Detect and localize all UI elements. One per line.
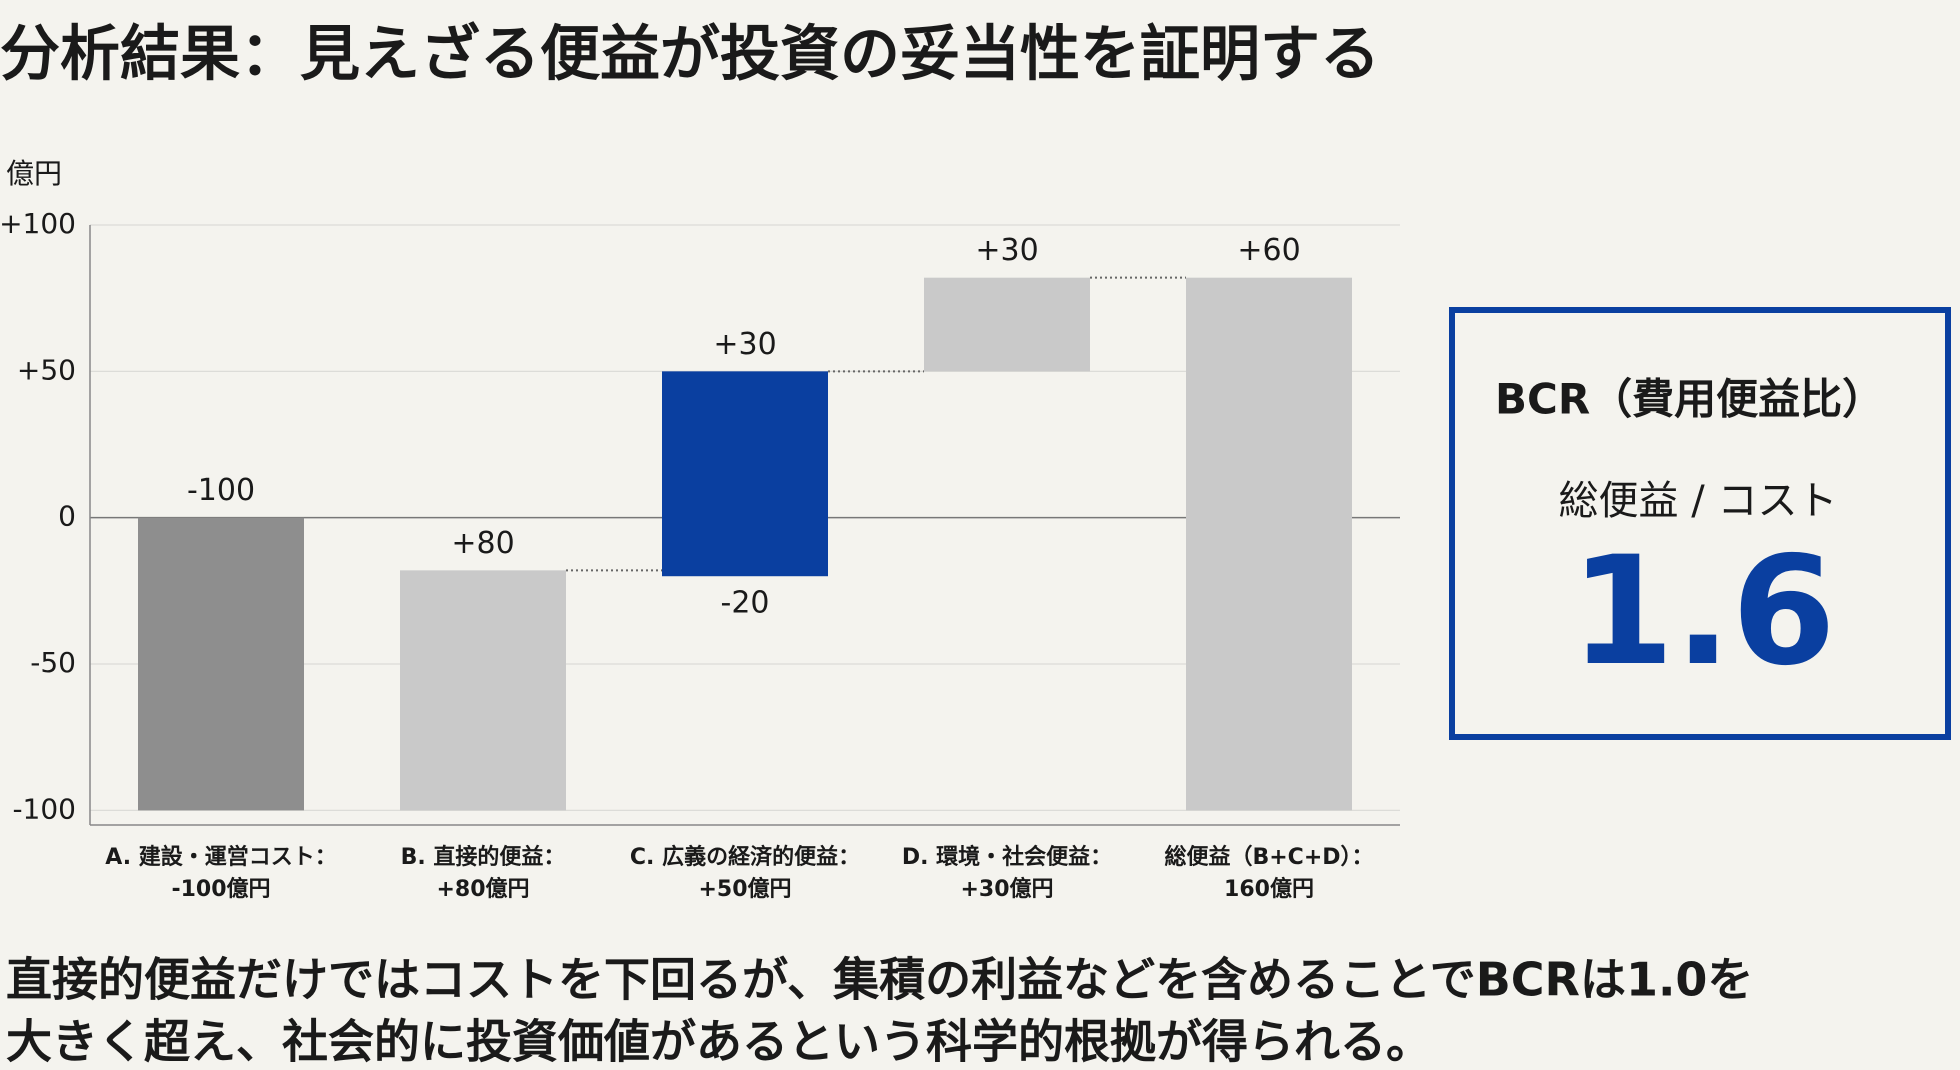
bcr-formula: 総便益 / コスト [1559, 478, 1838, 524]
x-tick-label: C. 広義の経済的便益： [630, 844, 860, 870]
bar-label: +30 [713, 327, 776, 362]
bar-label: -100 [187, 473, 255, 508]
x-tick-label: D. 環境・社会便益： [902, 844, 1112, 870]
y-axis-label: 億円 [6, 157, 62, 190]
bar-label: +30 [975, 233, 1038, 268]
bar [138, 517, 304, 811]
page-title: 分析結果：見えざる便益が投資の妥当性を証明する [0, 20, 1380, 90]
bar [924, 277, 1090, 372]
bar-label: +60 [1237, 233, 1300, 268]
y-tick-label: +100 [0, 207, 76, 240]
x-tick-label: +50億円 [698, 876, 791, 902]
x-tick-label: 総便益（B+C+D）： [1164, 844, 1373, 870]
x-tick-label: +30億円 [960, 876, 1053, 902]
x-tick-label: A. 建設・運営コスト： [105, 844, 336, 870]
bcr-box [1449, 307, 1951, 740]
bar [662, 371, 828, 577]
x-tick-label: -100億円 [171, 876, 270, 902]
summary-line: 大きく超え、社会的に投資価値があるという科学的根拠が得られる。 [6, 1015, 1432, 1069]
y-tick-label: +50 [17, 353, 76, 386]
bar-label: +80 [451, 526, 514, 561]
bar-label-bottom: -20 [721, 586, 770, 621]
y-tick-label: -100 [12, 792, 76, 825]
y-tick-label: 0 [58, 500, 76, 533]
summary-line: 直接的便益だけではコストを下回るが、集積の利益などを含めることでBCRは1.0を [6, 953, 1753, 1007]
bcr-title: BCR（費用便益比） [1495, 375, 1884, 424]
x-tick-label: B. 直接的便益： [401, 844, 566, 870]
y-tick-label: -50 [30, 646, 76, 679]
x-tick-label: 160億円 [1224, 876, 1314, 902]
bar [1186, 277, 1352, 811]
x-tick-label: +80億円 [436, 876, 529, 902]
bcr-value: 1.6 [1570, 525, 1836, 699]
bar [400, 570, 566, 811]
